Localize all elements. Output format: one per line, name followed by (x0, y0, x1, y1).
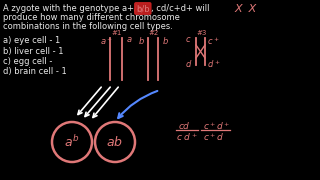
Text: combinations in the following cell types.: combinations in the following cell types… (3, 22, 173, 31)
Text: d) brain cell - 1: d) brain cell - 1 (3, 67, 67, 76)
Text: $ab$: $ab$ (107, 135, 124, 149)
Text: $d$: $d$ (185, 58, 192, 69)
Text: $b$: $b$ (162, 35, 169, 46)
Text: $cd$: $cd$ (178, 120, 191, 131)
Text: $a^b$: $a^b$ (64, 134, 80, 150)
Text: #2: #2 (148, 30, 158, 36)
Text: b) liver cell - 1: b) liver cell - 1 (3, 47, 63, 56)
Text: $a$: $a$ (126, 35, 132, 44)
Text: b/b: b/b (136, 4, 150, 13)
Text: $a^+$: $a^+$ (100, 35, 113, 47)
Text: #3: #3 (196, 30, 206, 36)
Text: A zygote with the genotype a+/a;: A zygote with the genotype a+/a; (3, 4, 148, 13)
Text: c) egg cell -: c) egg cell - (3, 57, 52, 66)
Text: , cd/c+d+ will: , cd/c+d+ will (151, 4, 210, 13)
Text: produce how many different chromosome: produce how many different chromosome (3, 13, 180, 22)
Text: $c$: $c$ (185, 35, 191, 44)
Text: $c^+d$: $c^+d$ (203, 131, 224, 143)
Text: #1: #1 (111, 30, 121, 36)
Text: a) eye cell - 1: a) eye cell - 1 (3, 36, 60, 45)
Text: $c^+d^+$: $c^+d^+$ (203, 120, 231, 132)
Text: $c\ d^+$: $c\ d^+$ (176, 131, 198, 143)
Text: $b$: $b$ (138, 35, 145, 46)
Text: X  X: X X (234, 4, 256, 14)
Text: $c^+$: $c^+$ (207, 35, 220, 47)
Text: $d^+$: $d^+$ (207, 58, 220, 70)
